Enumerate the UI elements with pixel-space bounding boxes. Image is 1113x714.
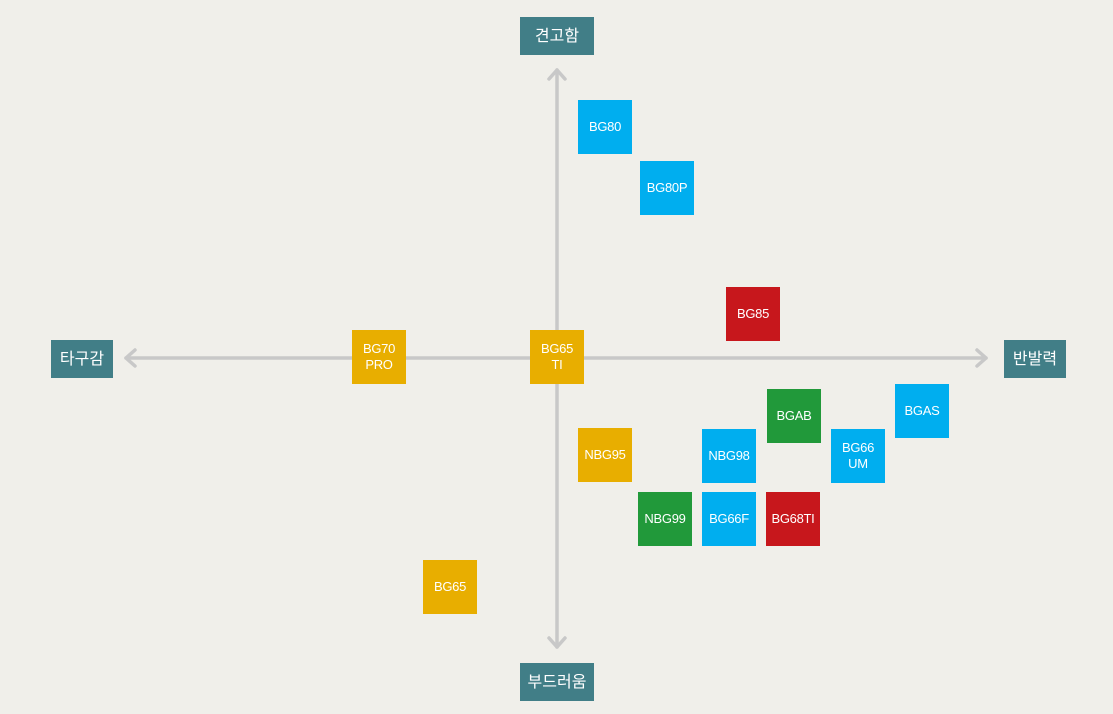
product-tile-nbg95: NBG95: [578, 428, 632, 482]
product-tile-bg80p: BG80P: [640, 161, 694, 215]
arrow-up-icon: [547, 68, 567, 81]
product-tile-bgab: BGAB: [767, 389, 821, 443]
product-tile-bgas: BGAS: [895, 384, 949, 438]
arrow-left-icon: [124, 348, 137, 368]
product-tile-bg66um: BG66 UM: [831, 429, 885, 483]
axis-label-top: 견고함: [520, 17, 594, 55]
product-tile-nbg98: NBG98: [702, 429, 756, 483]
arrow-right-icon: [975, 348, 988, 368]
product-tile-bg70pro: BG70 PRO: [352, 330, 406, 384]
product-tile-nbg99: NBG99: [638, 492, 692, 546]
product-tile-bg65ti: BG65 TI: [530, 330, 584, 384]
product-tile-bg68ti: BG68TI: [766, 492, 820, 546]
product-tile-bg65: BG65: [423, 560, 477, 614]
axis-label-left: 타구감: [51, 340, 113, 378]
axis-label-right: 반발력: [1004, 340, 1066, 378]
product-tile-bg85: BG85: [726, 287, 780, 341]
product-tile-bg80: BG80: [578, 100, 632, 154]
arrow-down-icon: [547, 636, 567, 649]
axis-label-bottom: 부드러움: [520, 663, 594, 701]
product-tile-bg66f: BG66F: [702, 492, 756, 546]
